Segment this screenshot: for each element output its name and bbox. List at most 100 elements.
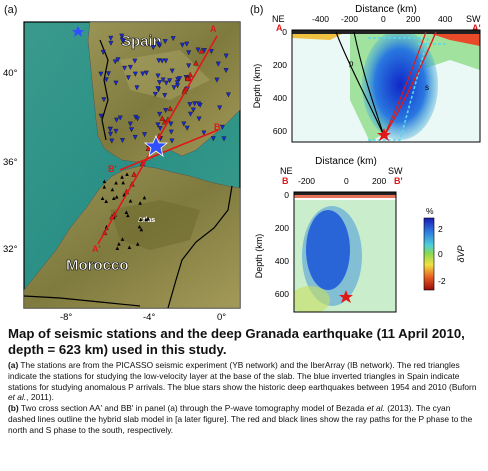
blue-station-marker (188, 111, 193, 117)
blue-station-marker (168, 121, 174, 127)
top-ytick-0: 0 (282, 27, 287, 37)
panel-b-label: (b) (250, 4, 264, 16)
lat-tick-40: 40° (3, 68, 18, 79)
blue-station-marker (155, 73, 161, 79)
morocco-label: Morocco (66, 257, 129, 274)
red-station-marker (131, 171, 137, 177)
blue-station-marker (133, 114, 139, 120)
blue-station-marker (155, 41, 161, 47)
top-point-a-prime: A' (472, 23, 481, 33)
black-station-marker (104, 199, 108, 204)
blue-station-marker (184, 41, 190, 47)
blue-station-marker (225, 92, 231, 98)
top-distance-title: Distance (km) (355, 4, 417, 15)
red-station-marker (184, 75, 191, 82)
blue-station-marker (157, 111, 163, 117)
black-station-marker (121, 180, 125, 185)
bottom-xtick-1: 0 (344, 176, 349, 186)
blue-station-marker (167, 78, 173, 84)
red-station-marker (159, 115, 165, 121)
top-point-a: A (276, 23, 283, 33)
blue-station-marker (195, 47, 201, 53)
blue-station-marker (190, 107, 196, 113)
cross-sections: Distance (km) NE SW A A' -400 -200 0 200… (252, 4, 481, 313)
top-ytick-1: 200 (273, 60, 287, 70)
profile-line-bb (119, 129, 219, 171)
blue-station-marker (108, 40, 114, 46)
earthquake-star-icon (143, 134, 169, 157)
bottom-dir-ne: NE (280, 166, 293, 176)
blue-station-marker (112, 59, 118, 65)
blue-station-marker (223, 53, 229, 59)
bottom-section-frame (293, 191, 397, 313)
black-station-marker (120, 175, 124, 179)
caption-para-b: (b) Two cross section AA' and BB' in pan… (8, 403, 480, 435)
blue-station-marker (142, 132, 148, 138)
blue-station-marker (134, 85, 140, 91)
station-map: Spain Morocco Atlas A A' B B' 40° 36° 32… (3, 21, 241, 323)
blue-station-marker (221, 136, 227, 142)
blue-station-marker (106, 71, 111, 77)
top-slab-outline (368, 37, 430, 141)
caption-tag-b: (b) (8, 403, 19, 414)
bottom-ytick-2: 400 (275, 256, 289, 266)
spain-label: Spain (121, 33, 162, 50)
blue-station-marker (162, 39, 168, 45)
blue-station-marker (208, 49, 214, 54)
blue-station-marker (177, 76, 183, 82)
blue-station-marker (169, 138, 175, 144)
caption-end-a: , 2011). (26, 392, 54, 403)
blue-station-marker (119, 37, 125, 43)
red-station-marker (193, 60, 199, 66)
blue-station-marker (215, 61, 221, 67)
panel-a-label: (a) (4, 4, 18, 16)
blue-station-marker (152, 91, 158, 97)
top-section-frame (291, 29, 481, 143)
blue-station-marker (196, 101, 202, 107)
black-station-marker (100, 196, 105, 200)
caption-etal-b: et al. (366, 403, 385, 414)
blue-station-marker (101, 97, 107, 103)
black-station-marker (135, 242, 140, 246)
red-station-marker (187, 71, 193, 78)
blue-station-marker (170, 36, 176, 42)
top-xtick-2: 0 (381, 14, 386, 24)
bottom-point-b: B (282, 176, 289, 186)
blue-station-marker (132, 135, 138, 140)
red-station-marker (145, 145, 151, 151)
blue-station-marker (114, 117, 119, 123)
top-dir-sw: SW (466, 14, 481, 24)
bottom-point-b-prime: B' (394, 176, 403, 186)
blue-station-marker (162, 93, 168, 98)
blue-station-marker (143, 70, 149, 76)
blue-station-marker (108, 35, 114, 41)
colorbar-unit: % (426, 206, 434, 216)
bottom-ytick-0: 0 (284, 190, 289, 200)
blue-station-marker (100, 50, 106, 55)
blue-station-marker (163, 58, 169, 64)
caption-tag-a: (a) (8, 360, 19, 370)
top-phase-p: p (349, 59, 354, 68)
blue-station-marker (184, 125, 190, 131)
black-station-marker (117, 241, 121, 246)
top-ray-p-black (353, 31, 385, 137)
blue-station-marker (159, 58, 165, 64)
top-ytick-2: 400 (273, 93, 287, 103)
point-a-label: A (210, 24, 217, 34)
black-station-marker (102, 185, 107, 189)
black-station-marker (127, 245, 132, 249)
point-b-label: B (214, 122, 221, 132)
top-xtick-1: -200 (341, 14, 358, 24)
red-station-marker (198, 48, 205, 54)
black-station-marker (124, 210, 129, 214)
caption-text-a: The stations are from the PICASSO seismi… (8, 360, 477, 392)
blue-station-marker (192, 101, 198, 107)
blue-station-marker (219, 124, 225, 130)
black-station-marker (146, 216, 150, 221)
blue-station-marker (163, 80, 169, 86)
red-station-marker (162, 119, 168, 125)
blue-station-marker (201, 48, 207, 54)
blue-station-marker (155, 86, 161, 92)
caption-end-b: (2013). The cyan dashed lines outline th… (8, 403, 473, 435)
bottom-y-label: Depth (km) (254, 234, 264, 279)
